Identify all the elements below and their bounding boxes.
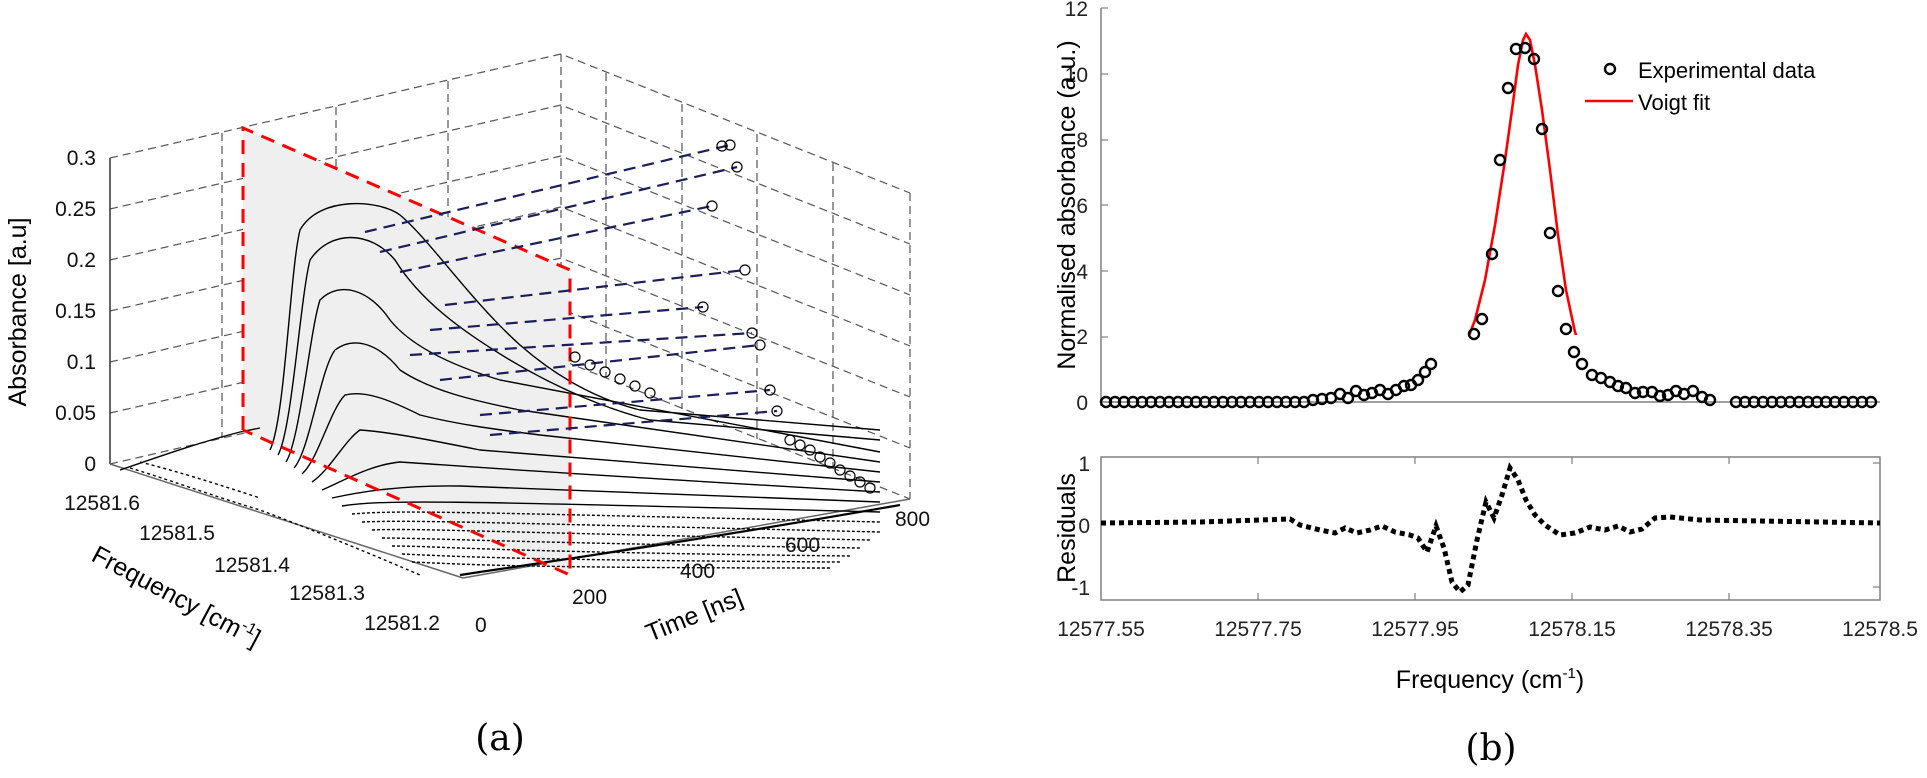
waterfall-traces (119, 202, 901, 577)
y-tick: 12 (1065, 0, 1088, 21)
y-tick: 10 (1065, 64, 1088, 87)
x-tick: 12577.75 (1214, 618, 1302, 641)
y-ticks (1101, 7, 1108, 338)
x-tick: 12578.15 (1528, 618, 1616, 641)
projection-markers (569, 139, 876, 494)
freq-tick: 12581.5 (139, 522, 215, 545)
panel-b-residuals-plot: -1 0 1 Residuals (1053, 453, 1881, 601)
y-tick: -1 (1071, 577, 1090, 600)
freq-tick: 12581.2 (364, 612, 440, 635)
y-tick: 2 (1076, 326, 1088, 349)
freq-tick: 12581.6 (64, 492, 140, 515)
legend-experimental: Experimental data (1638, 58, 1816, 83)
x-tick: 12577.95 (1371, 618, 1459, 641)
z-tick: 0.3 (67, 147, 96, 170)
x-tick: 12578.5 (1842, 618, 1918, 641)
residuals-frame (1100, 456, 1881, 601)
x-tick-labels: 12577.55 12577.75 12577.95 12578.15 1257… (1057, 618, 1918, 641)
z-tick: 0.1 (67, 351, 96, 374)
x-tick: 12577.55 (1057, 618, 1145, 641)
y-tick: 4 (1076, 261, 1088, 284)
z-tick: 0 (84, 453, 96, 476)
z-tick: 0.2 (67, 249, 96, 272)
y-tick-labels: 0 2 4 6 8 10 12 (1065, 0, 1089, 415)
panel-a-label: (a) (475, 718, 525, 759)
legend: Experimental data Voigt fit (1585, 58, 1816, 115)
time-axis (462, 498, 911, 579)
time-tick: 0 (475, 614, 487, 637)
time-tick: 400 (680, 560, 715, 583)
slice-outline (241, 125, 572, 578)
time-axis-label: Time [ns] (642, 583, 747, 647)
y-tick: 0 (1076, 392, 1088, 415)
residuals-curve (1101, 462, 1881, 596)
slice-plane (243, 128, 570, 575)
residual-y-tick-labels: -1 0 1 (1071, 453, 1090, 600)
time-tick: 600 (785, 534, 820, 557)
freq-tick: 12581.4 (214, 554, 290, 577)
time-tick: 200 (572, 586, 607, 609)
freq-tick: 12581.3 (289, 582, 365, 605)
legend-marker-circle-icon (1603, 62, 1617, 76)
z-tick-labels: 0 0.05 0.1 0.15 0.2 0.25 0.3 (55, 147, 96, 476)
y-tick: 0 (1078, 515, 1090, 538)
x-tick: 12578.35 (1685, 618, 1773, 641)
experimental-data-markers (1099, 41, 1878, 409)
z-tick: 0.15 (55, 300, 96, 323)
x-axis-label: Frequency (cm-1) (1396, 665, 1584, 694)
z-tick: 0.25 (55, 198, 96, 221)
y-tick: 8 (1076, 129, 1088, 152)
z-tick: 0.05 (55, 402, 96, 425)
time-tick: 800 (895, 508, 930, 531)
panel-b-label: (b) (1465, 728, 1516, 769)
y-tick: 1 (1078, 453, 1090, 476)
legend-fit: Voigt fit (1638, 90, 1710, 115)
z-axis-label: Absorbance [a.u] (4, 217, 32, 406)
time-tick-labels: 0 200 400 600 800 (475, 508, 930, 637)
frequency-axis (109, 463, 464, 579)
panel-b-top-plot: 0 2 4 6 8 10 12 Normalised absorbance (a… (1053, 0, 1880, 415)
frequency-tick-labels: 12581.6 12581.5 12581.4 12581.3 12581.2 (64, 492, 440, 635)
residuals-axis-label: Residuals (1053, 473, 1081, 583)
voigt-fit-curve (1467, 31, 1578, 335)
y-tick: 6 (1076, 195, 1088, 218)
residual-x-ticks (1257, 457, 1880, 600)
panel-a-3d-plot: 0 0.05 0.1 0.15 0.2 0.25 0.3 Absorbance … (4, 53, 930, 759)
projection-lines (364, 143, 778, 437)
y-axis-label: Normalised absorbance (a.u.) (1053, 40, 1081, 369)
